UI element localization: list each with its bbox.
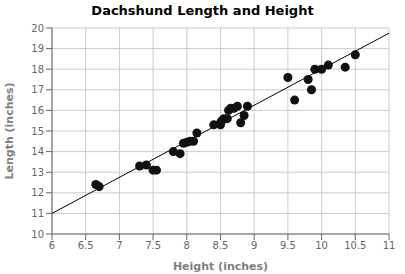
svg-text:11: 11 — [31, 208, 44, 219]
svg-text:14: 14 — [31, 146, 44, 157]
svg-text:6: 6 — [49, 240, 55, 251]
svg-text:Length (inches): Length (inches) — [8, 82, 16, 179]
svg-text:15: 15 — [31, 126, 44, 137]
svg-text:20: 20 — [31, 23, 44, 34]
svg-text:19: 19 — [31, 43, 44, 54]
svg-text:9: 9 — [251, 240, 257, 251]
svg-text:16: 16 — [31, 105, 44, 116]
svg-text:13: 13 — [31, 167, 44, 178]
svg-text:10: 10 — [315, 240, 328, 251]
svg-text:8.5: 8.5 — [213, 240, 229, 251]
svg-text:18: 18 — [31, 64, 44, 75]
svg-text:7.5: 7.5 — [145, 240, 161, 251]
svg-text:12: 12 — [31, 187, 44, 198]
html-text:Dachshund Length and Height: Dachshund Length and Height — [91, 3, 314, 18]
svg-text:8: 8 — [184, 240, 190, 251]
svg-text:10: 10 — [31, 229, 44, 240]
svg-text:9.5: 9.5 — [280, 240, 296, 251]
svg-text:7: 7 — [116, 240, 122, 251]
svg-text:17: 17 — [31, 84, 44, 95]
svg-text:6.5: 6.5 — [78, 240, 94, 251]
svg-text:Height (inches): Height (inches) — [173, 260, 268, 273]
svg-text:11: 11 — [383, 240, 396, 251]
svg-text:10.5: 10.5 — [344, 240, 366, 251]
